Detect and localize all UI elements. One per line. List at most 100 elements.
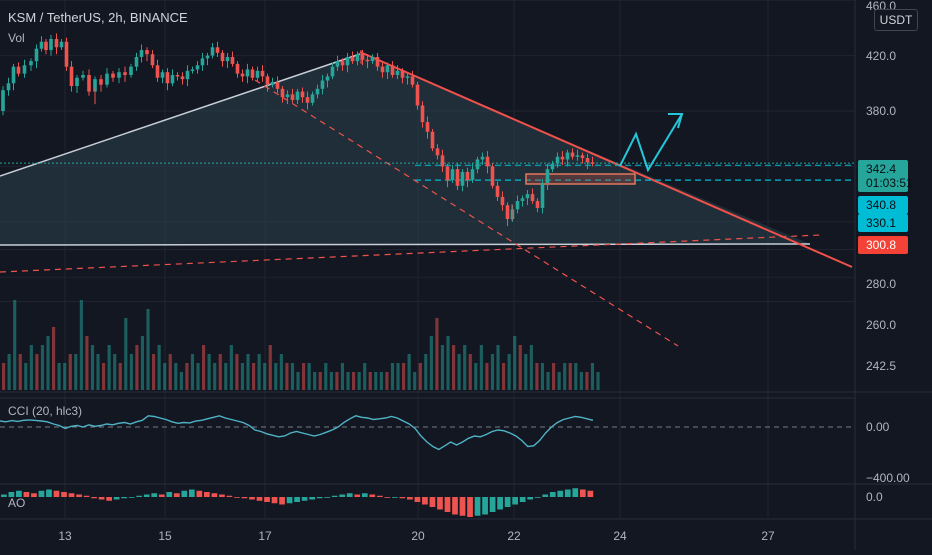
- candle-body: [11, 66, 16, 84]
- ao-bar: [234, 497, 240, 498]
- volume-bar: [524, 354, 528, 390]
- volume-bar: [246, 354, 250, 390]
- volume-bar: [496, 345, 500, 390]
- candle-body: [245, 69, 250, 77]
- volume-bar: [274, 363, 278, 390]
- ao-bar: [143, 494, 150, 497]
- candle-body: [440, 155, 445, 167]
- volume-bar: [2, 363, 6, 390]
- candle-body: [390, 65, 395, 75]
- currency-button[interactable]: USDT: [874, 9, 918, 31]
- ao-bar: [512, 497, 519, 505]
- volume-bar: [29, 345, 33, 390]
- ao-bar: [76, 494, 82, 497]
- volume-bar: [563, 363, 567, 390]
- cci-tick-label: −400.00: [866, 471, 910, 485]
- time-tick-label: 20: [411, 529, 425, 543]
- candle-body: [475, 159, 480, 170]
- candle-body: [290, 94, 295, 100]
- candle-body: [375, 56, 380, 67]
- ao-bar: [158, 494, 165, 497]
- candle-body: [535, 201, 540, 208]
- ao-bar: [196, 490, 203, 497]
- ao-bar: [181, 490, 188, 497]
- volume-bar: [590, 363, 595, 390]
- volume-bar: [446, 336, 450, 390]
- candle-body: [29, 61, 33, 66]
- volume-bar: [118, 363, 122, 390]
- ao-bar: [219, 494, 225, 497]
- volume-bar: [468, 354, 472, 390]
- volume-bar: [207, 354, 211, 390]
- volume-bar: [463, 345, 467, 390]
- ao-bar: [121, 497, 128, 499]
- candle-body: [59, 41, 64, 48]
- candle-body: [530, 194, 535, 202]
- candle-body: [320, 80, 325, 89]
- candle-body: [495, 185, 500, 197]
- volume-bar: [313, 372, 317, 390]
- volume-label: Vol: [8, 31, 25, 45]
- candle-body: [350, 56, 355, 62]
- candle-body: [160, 72, 165, 78]
- volume-bar: [424, 354, 428, 390]
- ao-bar: [173, 493, 180, 497]
- volume-bar: [379, 372, 383, 390]
- ao-bar: [384, 497, 391, 498]
- ao-bar: [301, 497, 308, 501]
- volume-bar: [485, 363, 489, 390]
- volume-bar: [7, 354, 11, 390]
- candle-body: [345, 56, 350, 66]
- volume-bar: [402, 363, 406, 390]
- ao-bar: [467, 497, 473, 517]
- price-tag-text: 340.8: [866, 198, 896, 212]
- volume-bar: [452, 345, 456, 390]
- volume-bar: [318, 372, 322, 390]
- candle-body: [165, 72, 170, 84]
- ao-bar: [414, 497, 421, 502]
- volume-bar: [596, 372, 600, 390]
- candle-body: [155, 65, 160, 78]
- volume-bar: [535, 363, 539, 390]
- ao-bar: [113, 497, 120, 500]
- candle-body: [105, 73, 109, 85]
- candle-body: [117, 72, 121, 78]
- candle-body: [190, 69, 195, 71]
- volume-bar: [35, 354, 39, 390]
- candle-body: [180, 76, 185, 80]
- ao-bar: [579, 489, 586, 497]
- ao-bar: [68, 493, 75, 497]
- candle-body: [485, 156, 490, 167]
- volume-bar: [546, 372, 550, 390]
- candle-body: [420, 105, 425, 123]
- time-tick-label: 15: [158, 529, 172, 543]
- volume-bar: [374, 372, 378, 390]
- symbol-title[interactable]: KSM / TetherUS, 2h, BINANCE: [8, 10, 188, 25]
- candle-body: [540, 183, 545, 208]
- volume-bar: [252, 363, 256, 390]
- candle-body: [250, 69, 255, 78]
- candle-body: [230, 56, 235, 64]
- candle-body: [210, 47, 215, 56]
- volume-bar: [513, 336, 517, 390]
- ao-bar: [106, 497, 112, 501]
- candle-body: [69, 66, 74, 87]
- ao-bar: [294, 497, 300, 502]
- volume-bar: [240, 363, 245, 390]
- ao-bar: [31, 493, 37, 497]
- price-tick-label: 260.0: [866, 318, 896, 332]
- volume-bar: [507, 354, 511, 390]
- volume-bar: [107, 345, 111, 390]
- volume-bar: [263, 363, 267, 390]
- candle-body: [75, 77, 79, 87]
- projection-arrowhead: [668, 113, 684, 129]
- volume-bar: [124, 318, 128, 390]
- ao-bar: [361, 493, 368, 497]
- volume-bar: [24, 363, 28, 390]
- candle-body: [520, 198, 525, 202]
- time-tick-label: 27: [761, 529, 775, 543]
- volume-bar: [68, 354, 72, 390]
- price-tag-bg: [858, 236, 908, 254]
